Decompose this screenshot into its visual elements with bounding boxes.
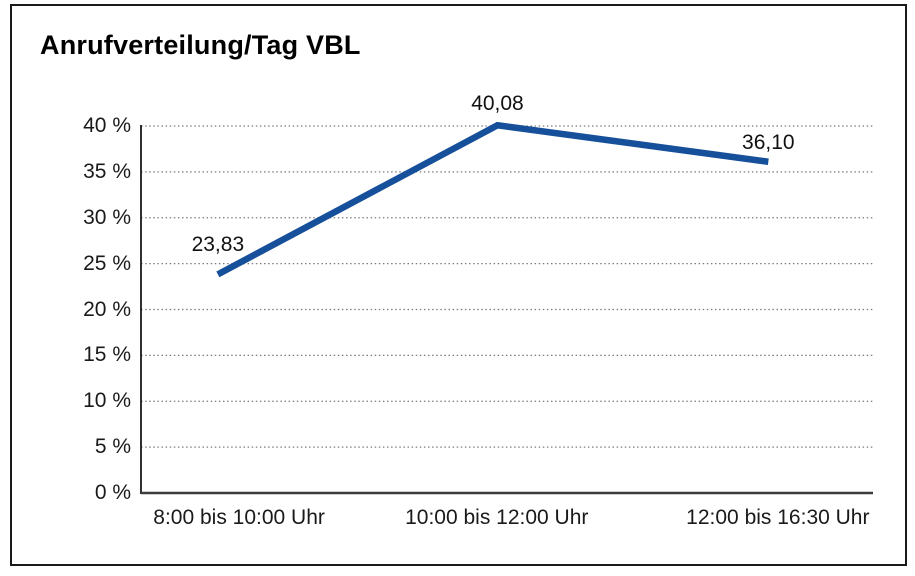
y-axis-tick-label: 30 % — [83, 205, 131, 229]
y-axis-tick-label: 0 % — [94, 481, 131, 504]
series-line — [216, 121, 769, 278]
x-axis-category-label: 10:00 bis 12:00 Uhr — [405, 506, 589, 529]
y-axis-tick-label: 5 % — [94, 435, 131, 459]
data-point-value-label: 36,10 — [742, 130, 795, 154]
data-point-value-label: 40,08 — [471, 92, 524, 116]
y-axis-tick-label: 40 % — [83, 114, 131, 137]
y-axis-tick-label: 35 % — [83, 159, 131, 183]
y-axis-tick-label: 10 % — [83, 389, 131, 413]
y-axis-tick-label: 15 % — [83, 343, 131, 367]
y-axis-tick-label: 25 % — [83, 251, 131, 275]
y-axis-tick-label: 20 % — [83, 297, 131, 321]
data-point-value-label: 23,83 — [191, 233, 245, 257]
x-axis-category-label: 12:00 bis 16:30 Uhr — [686, 506, 870, 529]
x-axis-category-label: 8:00 bis 10:00 Uhr — [153, 506, 325, 529]
chart-title: Anrufverteilung/Tag VBL — [40, 30, 361, 60]
chart-border-frame — [10, 4, 907, 566]
